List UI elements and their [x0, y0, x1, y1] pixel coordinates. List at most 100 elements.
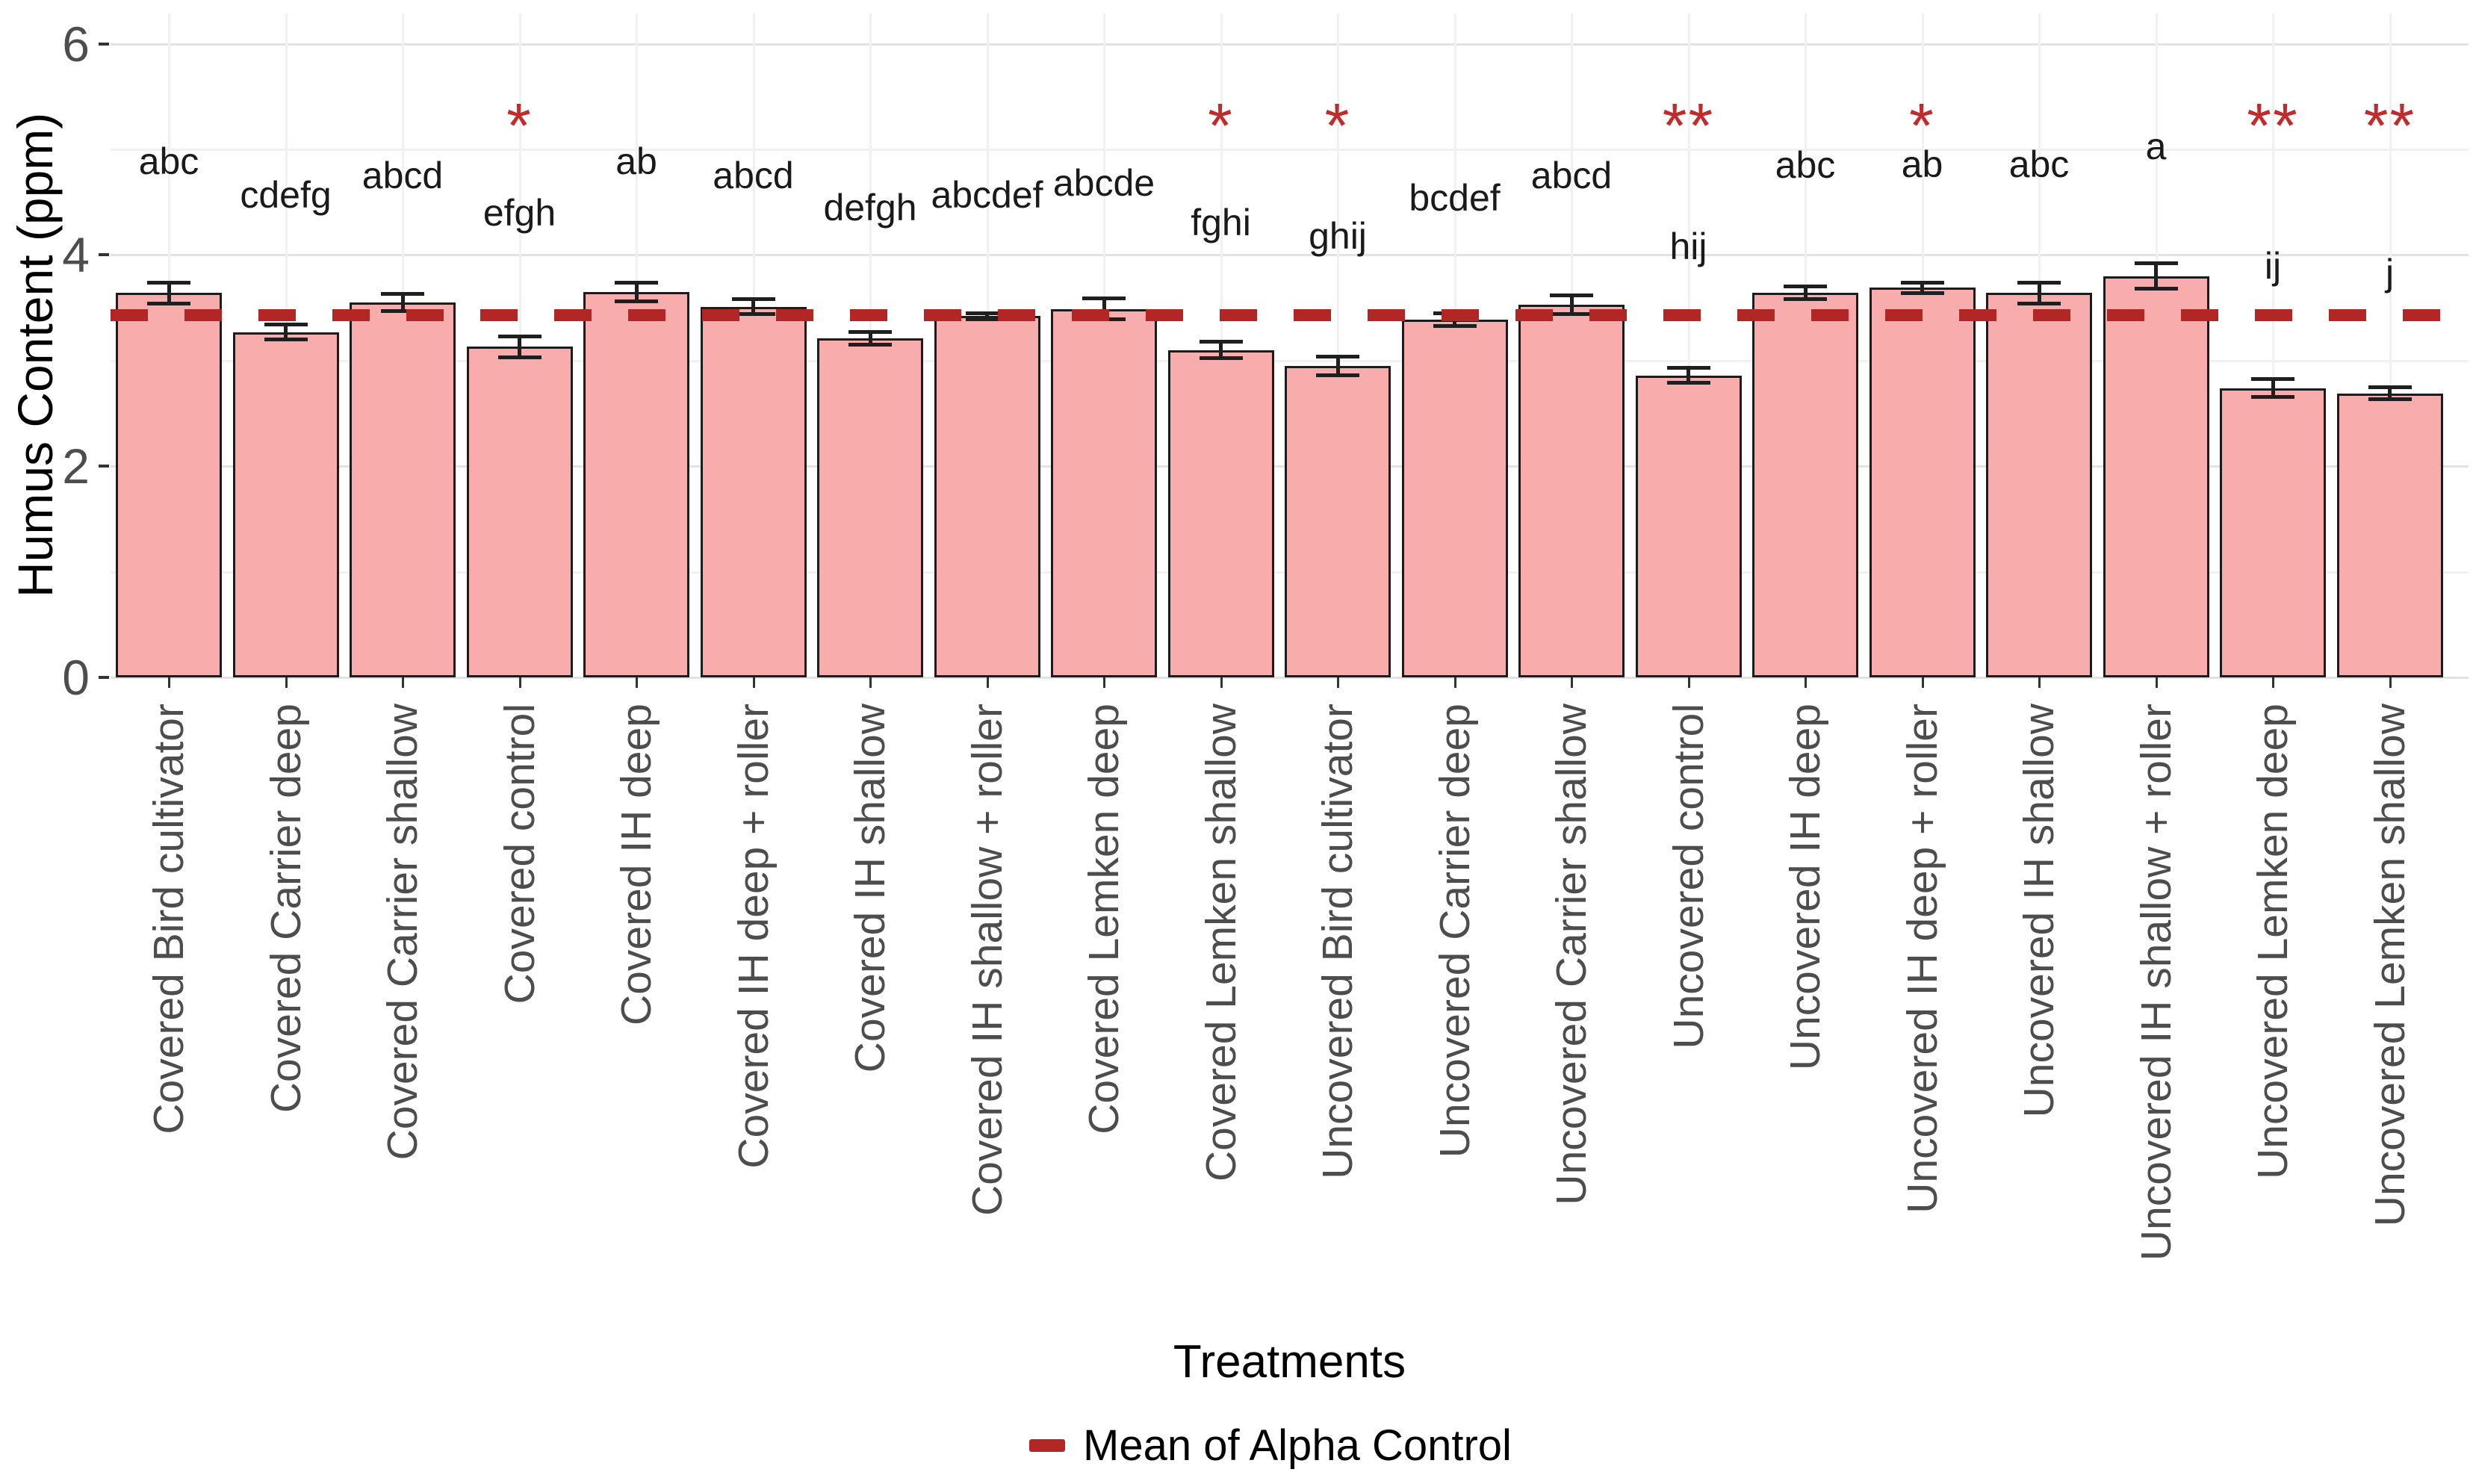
- bar: [817, 338, 923, 677]
- bar: [1869, 288, 1976, 677]
- error-bar-cap-top: [1900, 280, 1944, 285]
- error-bar-stem: [2271, 379, 2275, 397]
- major-gridline: [111, 43, 2469, 46]
- y-tick-mark: [99, 253, 109, 257]
- significance-letter: abc: [138, 140, 199, 182]
- y-tick-mark: [99, 465, 109, 468]
- error-bar-cap-top: [1316, 354, 1359, 358]
- error-bar-cap-bottom: [1199, 356, 1243, 361]
- bar: [2220, 388, 2326, 677]
- category-gridline: [1687, 13, 1690, 677]
- significance-letter: fghi: [1191, 201, 1251, 243]
- major-gridline: [111, 254, 2469, 257]
- error-bar-stem: [167, 282, 171, 304]
- error-bar-cap-top: [1784, 285, 1827, 289]
- bar: [1635, 376, 1742, 677]
- mean-reference-line: [111, 308, 2469, 321]
- error-bar-cap-bottom: [1316, 373, 1359, 378]
- x-tick-label: Uncovered Lemken deep: [2249, 704, 2297, 1179]
- x-tick-label: Uncovered IH deep + roller: [1898, 704, 1946, 1214]
- error-bar-stem: [868, 332, 872, 345]
- y-tick-label: 4: [62, 227, 90, 283]
- error-bar-cap-bottom: [1433, 323, 1477, 328]
- error-bar-cap-bottom: [615, 299, 658, 304]
- error-bar-cap-top: [147, 280, 190, 285]
- error-bar-stem: [518, 336, 521, 358]
- error-bar-stem: [1219, 341, 1223, 358]
- error-bar-stem: [1920, 282, 1924, 294]
- y-tick-mark: [99, 42, 109, 46]
- error-bar-cap-top: [1550, 293, 1593, 297]
- significance-letter: ghij: [1309, 214, 1367, 257]
- significance-letter: abc: [2008, 143, 2070, 185]
- significance-asterisk: *: [506, 90, 533, 161]
- error-bar-cap-top: [615, 280, 658, 285]
- x-tick-mark: [1921, 677, 1924, 688]
- error-bar-cap-top: [381, 292, 424, 297]
- significance-letter: efgh: [483, 191, 556, 234]
- significance-asterisk: **: [2363, 90, 2416, 161]
- significance-asterisk: **: [2247, 90, 2299, 161]
- significance-letter: abcd: [1530, 155, 1613, 197]
- y-axis-title: Humus Content (ppm): [7, 112, 63, 597]
- error-bar-stem: [400, 294, 405, 311]
- x-tick-mark: [1687, 677, 1690, 688]
- error-bar-cap-top: [497, 334, 542, 338]
- x-tick-label: Covered Carrier shallow: [379, 704, 426, 1161]
- significance-letter: cdefg: [240, 173, 332, 216]
- x-tick-mark: [869, 677, 872, 688]
- bar: [1518, 305, 1625, 677]
- significance-asterisk: *: [1909, 90, 1935, 161]
- error-bar-stem: [2388, 387, 2392, 400]
- x-tick-mark: [518, 677, 521, 688]
- significance-letter: abcde: [1052, 162, 1155, 205]
- error-bar-stem: [2037, 282, 2041, 304]
- x-tick-label: Covered IH shallow + roller: [963, 704, 1011, 1216]
- significance-letter: abcd: [713, 155, 794, 197]
- x-tick-label: Covered Bird cultivator: [145, 704, 193, 1134]
- bar: [232, 332, 339, 677]
- x-tick-label: Uncovered Bird cultivator: [1314, 704, 1362, 1179]
- x-axis-title: Treatments: [1173, 1336, 1406, 1388]
- x-tick-label: Covered Lemken deep: [1080, 704, 1128, 1134]
- significance-asterisk: **: [1662, 90, 1715, 161]
- x-tick-label: Uncovered control: [1664, 704, 1713, 1049]
- bar: [1285, 366, 1391, 677]
- x-tick-mark: [2155, 677, 2158, 688]
- significance-asterisk: *: [1324, 90, 1351, 161]
- x-tick-label: Uncovered Carrier shallow: [1548, 704, 1595, 1205]
- error-bar-cap-top: [731, 297, 775, 302]
- x-tick-mark: [2038, 677, 2041, 688]
- y-tick-label: 2: [62, 438, 90, 494]
- x-tick-label: Covered Carrier deep: [261, 704, 310, 1114]
- x-tick-label: Covered IH shallow: [846, 704, 894, 1073]
- error-bar-cap-top: [2251, 377, 2294, 382]
- y-tick-label: 0: [62, 650, 90, 705]
- significance-letter: ab: [615, 140, 657, 182]
- bar: [1986, 293, 2092, 677]
- error-bar-cap-bottom: [2368, 397, 2412, 401]
- category-gridline: [2389, 13, 2392, 677]
- bar: [116, 293, 222, 677]
- significance-letter: hij: [1669, 226, 1707, 268]
- category-gridline: [2272, 13, 2274, 677]
- x-tick-mark: [986, 677, 989, 688]
- x-tick-label: Covered Lemken shallow: [1197, 704, 1245, 1182]
- x-tick-label: Uncovered IH deep: [1781, 704, 1829, 1071]
- x-tick-mark: [1571, 677, 1573, 688]
- error-bar-cap-top: [1082, 296, 1126, 300]
- x-tick-mark: [1805, 677, 1807, 688]
- significance-letter: defgh: [823, 186, 917, 229]
- error-bar-stem: [284, 324, 288, 340]
- error-bar-stem: [1102, 298, 1106, 320]
- x-tick-label: Covered control: [495, 704, 544, 1005]
- x-tick-label: Uncovered Lemken shallow: [2365, 704, 2414, 1227]
- error-bar-cap-bottom: [2251, 395, 2294, 400]
- x-tick-mark: [636, 677, 638, 688]
- significance-letter: j: [2385, 252, 2395, 294]
- bar: [350, 302, 456, 677]
- error-bar-stem: [1335, 356, 1340, 376]
- x-tick-label: Covered IH deep + roller: [729, 704, 778, 1169]
- legend-label: Mean of Alpha Control: [1083, 1421, 1512, 1470]
- error-bar-cap-bottom: [1784, 297, 1827, 302]
